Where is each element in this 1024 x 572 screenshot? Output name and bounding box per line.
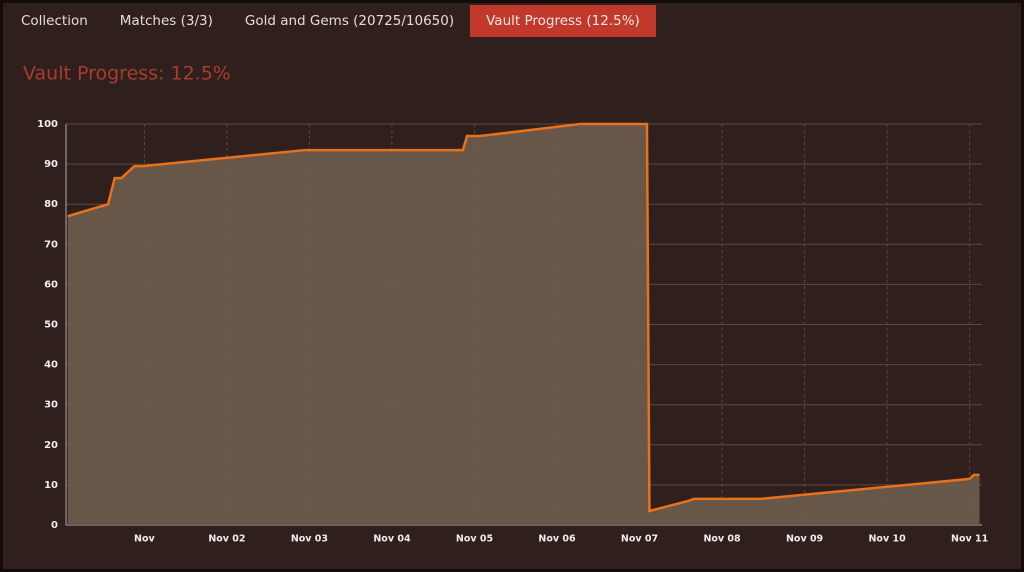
area: [67, 124, 980, 525]
tab[interactable]: Matches (3/3): [119, 13, 213, 29]
tab[interactable]: Collection: [21, 13, 88, 29]
x-tick-label: Nov 09: [786, 534, 823, 545]
x-tick-label: Nov 04: [373, 534, 411, 545]
x-tick-label: Nov 07: [621, 534, 658, 545]
x-tick-label: Nov 06: [538, 534, 576, 545]
x-tick-label: Nov 02: [208, 534, 245, 545]
y-tick-label: 90: [44, 159, 58, 170]
line: [67, 122, 980, 513]
y-tick-label: 10: [44, 480, 58, 491]
y-tick-label: 30: [44, 400, 58, 411]
tab[interactable]: Gold and Gems (20725/10650): [244, 13, 455, 29]
y-tick-label: 0: [51, 520, 58, 531]
chart-title: Vault Progress: 12.5%: [23, 63, 231, 85]
tab-bar: Collection Matches (3/3) Gold and Gems (20…: [3, 3, 1021, 39]
y-tick-label: 80: [44, 199, 58, 210]
x-tick-label: Nov: [134, 534, 155, 545]
x-tick-label: Nov 08: [703, 534, 741, 545]
y-tick-label: 50: [44, 320, 58, 331]
y-tick-label: 60: [44, 279, 58, 290]
y-tick-label: 100: [37, 119, 58, 130]
x-tick-label: Nov 10: [868, 534, 906, 545]
x-tick-label: Nov 05: [456, 534, 493, 545]
x-tick-label: Nov 11: [951, 534, 988, 545]
y-tick-label: 20: [44, 440, 58, 451]
y-tick-label: 70: [44, 239, 58, 250]
y-tick-label: 40: [44, 360, 58, 371]
chart: Vault Progress: 12.5% 0 10 20 30 40 50 60 70 80 9…: [23, 63, 988, 545]
x-tick-label: Nov 03: [291, 534, 328, 545]
window: Collection Matches (3/3) Gold and Gems (20…: [3, 3, 1021, 569]
tab[interactable]: Vault Progress (12.5%): [470, 5, 656, 37]
